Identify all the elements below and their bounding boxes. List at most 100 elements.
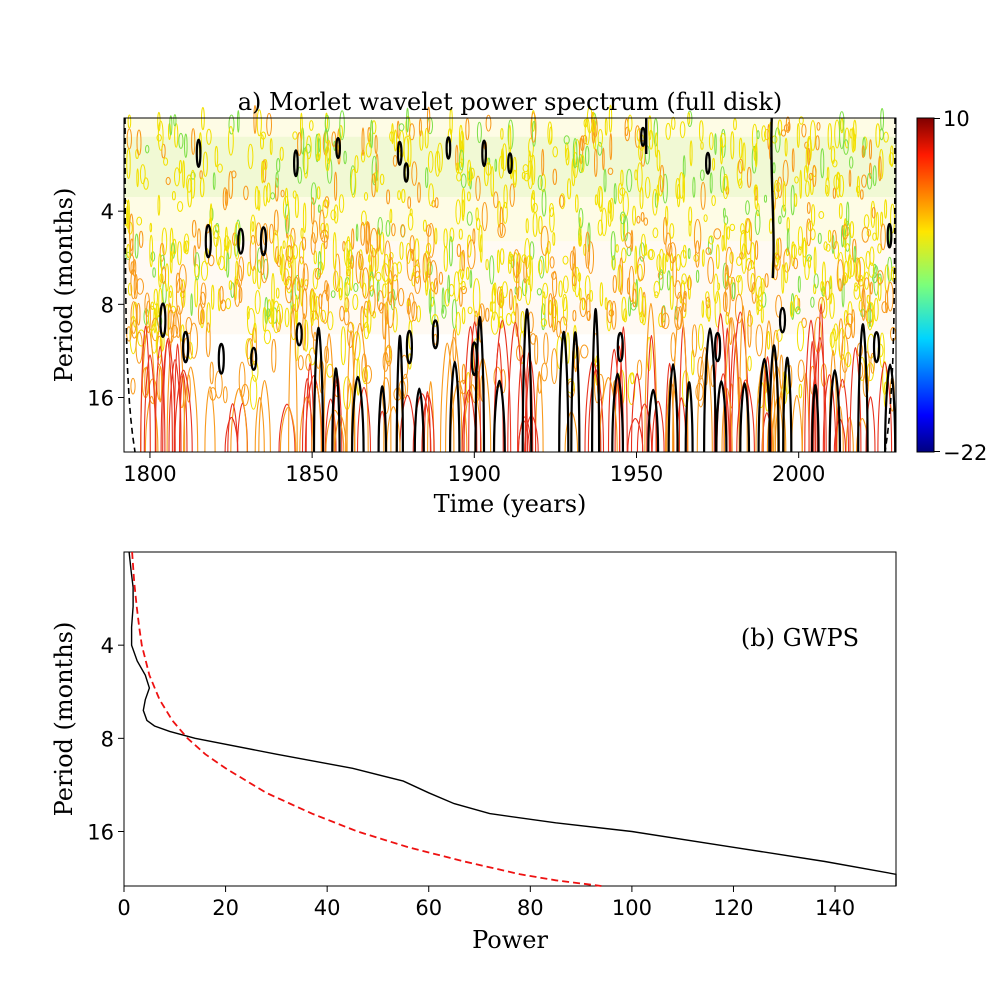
wavelet-contour [552,232,556,246]
wavelet-contour [827,229,832,243]
gwps-title: (b) GWPS [741,624,859,652]
wavelet-contour [761,125,767,142]
wavelet-contour [344,281,348,313]
wavelet-contour [385,220,391,237]
wavelet-contour [756,299,763,312]
wavelet-contour [414,270,421,294]
wavelet-contour [334,414,347,453]
wavelet-contour [230,388,248,453]
wavelet-contour [158,366,163,403]
wavelet-contour [263,329,271,345]
wavelet-contour [153,288,159,306]
wavelet-contour [641,296,647,326]
wavelet-contour [866,172,873,190]
wavelet-contour [688,206,693,226]
wavelet-contour [805,180,810,197]
wavelet-contour [327,311,334,331]
wavelet-contour [399,241,404,261]
wavelet-x-tick-label: 1900 [448,462,501,486]
wavelet-contour [687,247,691,260]
wavelet-contour [273,230,279,263]
wavelet-contour [859,189,864,200]
significance-contour [591,307,601,453]
wavelet-contour [654,132,658,158]
wavelet-contour [509,288,513,311]
wavelet-contour [332,270,339,291]
wavelet-contour [549,207,555,233]
wavelet-contour [662,253,667,274]
wavelet-contour [607,167,614,176]
wavelet-contour [350,254,355,270]
wavelet-contour [228,126,234,156]
wavelet-contour [245,338,252,360]
wavelet-contour [279,146,284,161]
wavelet-contour [887,281,894,312]
wavelet-contour [816,122,821,131]
wavelet-contour [665,122,672,140]
wavelet-panel: a) Morlet wavelet power spectrum (full d… [50,88,897,518]
wavelet-contour [361,267,370,299]
wavelet-contour [839,111,845,131]
wavelet-contour [385,344,393,367]
wavelet-contour [663,216,668,245]
wavelet-contour [360,222,366,246]
wavelet-contour [780,129,787,137]
wavelet-contour [709,172,713,194]
wavelet-contour [703,214,708,223]
wavelet-contour [719,136,724,165]
wavelet-contour [777,176,783,199]
wavelet-contour [695,269,700,283]
significance-contour [684,381,694,453]
wavelet-contour [565,147,570,166]
wavelet-contour [541,188,547,217]
wavelet-contour [407,213,414,231]
wavelet-contour [214,145,219,168]
wavelet-contour [870,352,875,374]
wavelet-contour [755,324,764,357]
wavelet-contour [572,152,579,179]
wavelet-contour [130,301,137,334]
wavelet-contour [782,181,786,212]
wavelet-contour [578,217,582,247]
wavelet-contour [209,203,213,225]
wavelet-contour [721,388,733,453]
wavelet-contour [708,132,714,151]
wavelet-contour [585,145,590,167]
wavelet-contour [262,159,267,183]
wavelet-contour [674,307,682,330]
wavelet-contour [371,173,376,198]
wavelet-contour [826,166,830,181]
wavelet-contour [636,215,641,224]
wavelet-contour [253,105,257,134]
wavelet-contour [182,160,186,189]
wavelet-contour [152,267,156,278]
wavelet-contour [725,312,730,325]
wavelet-contour [250,214,256,245]
wavelet-contour [791,241,796,267]
wavelet-contour [820,148,825,179]
wavelet-contour [523,173,530,182]
wavelet-contour [537,175,543,191]
wavelet-contour [228,114,235,135]
wavelet-contour [429,281,435,307]
wavelet-contour [475,207,479,222]
significance-contour [778,306,787,334]
wavelet-contour [558,194,565,208]
wavelet-contour [838,327,846,361]
wavelet-contour [745,200,750,215]
wavelet-contour [849,156,854,169]
wavelet-contour [374,134,378,154]
wavelet-contour [461,249,466,272]
wavelet-contour [672,256,678,288]
wavelet-contour [682,173,686,203]
wavelet-contour [658,248,665,276]
wavelet-contour [406,107,409,133]
wavelet-contour [724,279,731,317]
significance-contour [351,375,365,453]
wavelet-contour [165,176,171,186]
wavelet-contour [375,271,382,282]
wavelet-contour [772,162,776,174]
wavelet-contour [459,130,465,161]
wavelet-contour [427,380,435,453]
wavelet-contour [866,301,874,331]
